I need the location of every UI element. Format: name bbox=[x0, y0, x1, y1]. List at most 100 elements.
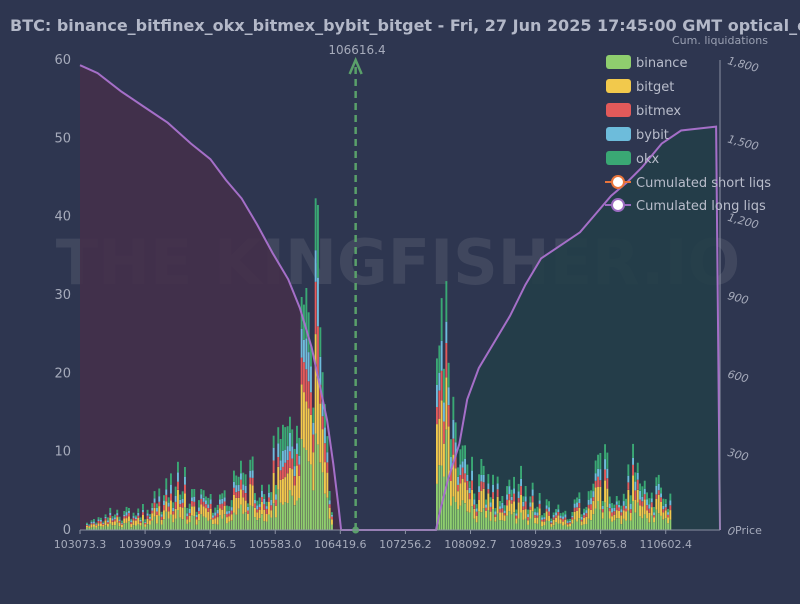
legend-swatch-bitmex bbox=[606, 103, 631, 117]
bar-binance bbox=[597, 501, 599, 530]
bar-bitget bbox=[494, 517, 497, 522]
bar-binance bbox=[510, 514, 513, 530]
bar-okx bbox=[230, 500, 233, 508]
bar-okx bbox=[599, 453, 602, 470]
bar-bitmex bbox=[200, 498, 203, 505]
bar-bitmex bbox=[667, 514, 669, 518]
bar-binance bbox=[580, 525, 583, 530]
bar-bitmex bbox=[289, 451, 291, 468]
bar-bybit bbox=[172, 507, 175, 512]
bar-bitmex bbox=[538, 503, 541, 509]
bar-binance bbox=[156, 523, 158, 530]
bar-okx bbox=[559, 513, 562, 516]
bar-bybit bbox=[107, 520, 109, 523]
bar-okx bbox=[487, 474, 490, 484]
bar-binance bbox=[571, 523, 574, 530]
bar-okx bbox=[219, 494, 221, 500]
bar-bybit bbox=[104, 516, 107, 519]
x-tick-label: 108929.3 bbox=[509, 538, 562, 551]
bar-bybit bbox=[305, 338, 308, 370]
bar-bitmex bbox=[326, 462, 329, 473]
bar-bitget bbox=[620, 515, 623, 525]
bar-binance bbox=[300, 439, 303, 530]
bar-bitmex bbox=[559, 518, 562, 520]
bar-okx bbox=[531, 482, 534, 490]
bar-bitmex bbox=[219, 504, 221, 509]
legend-swatch-okx bbox=[606, 151, 631, 165]
bar-bitget bbox=[496, 496, 499, 514]
bar-bitmex bbox=[571, 517, 574, 520]
bar-binance bbox=[667, 523, 669, 530]
bar-okx bbox=[172, 502, 175, 508]
bar-bybit bbox=[293, 466, 296, 477]
bar-bybit bbox=[109, 512, 112, 516]
bar-okx bbox=[541, 515, 543, 518]
bar-binance bbox=[662, 519, 665, 530]
bar-bybit bbox=[550, 520, 553, 523]
bar-binance bbox=[524, 518, 527, 530]
bar-binance bbox=[594, 508, 597, 530]
bar-okx bbox=[667, 508, 669, 513]
bar-binance bbox=[536, 523, 539, 530]
bar-bitget bbox=[310, 414, 312, 465]
bar-bitmex bbox=[510, 500, 513, 504]
bar-bitget bbox=[580, 521, 583, 526]
bar-bybit bbox=[660, 493, 662, 498]
bar-bitmex bbox=[125, 515, 128, 519]
bar-binance bbox=[604, 502, 606, 530]
bar-bybit bbox=[657, 483, 660, 491]
bar-binance bbox=[312, 490, 315, 530]
bar-binance bbox=[146, 524, 149, 530]
bar-okx bbox=[111, 516, 114, 519]
bar-binance bbox=[578, 518, 581, 530]
bar-binance bbox=[461, 500, 464, 530]
bar-bitget bbox=[517, 502, 520, 519]
bar-bitmex bbox=[536, 515, 539, 518]
bar-bitget bbox=[445, 377, 448, 430]
bar-bitmex bbox=[310, 392, 312, 415]
bar-okx bbox=[251, 456, 254, 471]
bar-okx bbox=[641, 486, 644, 497]
bar-okx bbox=[165, 478, 168, 490]
bar-okx bbox=[104, 514, 107, 517]
bar-binance bbox=[443, 476, 445, 530]
legend-label-bitget: bitget bbox=[636, 80, 674, 95]
bar-okx bbox=[515, 509, 518, 514]
bar-bitmex bbox=[272, 460, 275, 473]
bar-binance bbox=[648, 522, 651, 530]
bar-bybit bbox=[615, 501, 618, 505]
bar-okx bbox=[618, 500, 620, 505]
bar-bitmex bbox=[632, 464, 634, 476]
bar-binance bbox=[286, 503, 289, 530]
bar-bitget bbox=[116, 517, 119, 523]
bar-binance bbox=[632, 501, 634, 530]
bar-binance bbox=[123, 523, 126, 530]
bar-bitmex bbox=[93, 523, 95, 525]
bar-bybit bbox=[503, 510, 506, 514]
bar-bitmex bbox=[214, 515, 217, 519]
bar-bitmex bbox=[625, 508, 627, 512]
bar-bybit bbox=[599, 469, 602, 481]
bar-bitget bbox=[478, 500, 480, 512]
bar-okx bbox=[128, 508, 130, 511]
bar-bybit bbox=[123, 514, 126, 517]
bar-bitmex bbox=[237, 491, 240, 498]
bar-binance bbox=[219, 515, 221, 530]
bar-bitget bbox=[188, 515, 191, 523]
bar-binance bbox=[209, 519, 212, 530]
bar-okx bbox=[664, 499, 667, 504]
bar-bitmex bbox=[279, 470, 282, 480]
bar-bybit bbox=[445, 321, 448, 343]
bar-binance bbox=[639, 516, 641, 530]
bar-bitmex bbox=[128, 513, 130, 517]
bar-binance bbox=[508, 511, 511, 530]
bar-bybit bbox=[636, 472, 639, 480]
bar-bybit bbox=[494, 511, 497, 515]
bar-binance bbox=[573, 519, 576, 530]
bar-bitget bbox=[627, 489, 630, 511]
bar-okx bbox=[627, 464, 630, 476]
bar-binance bbox=[611, 521, 613, 530]
bar-bitget bbox=[317, 375, 319, 445]
bar-bitget bbox=[461, 478, 464, 501]
